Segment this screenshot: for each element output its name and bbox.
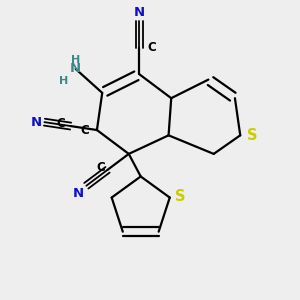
Text: N: N <box>134 5 145 19</box>
Text: S: S <box>175 189 185 204</box>
Text: N: N <box>73 187 84 200</box>
Text: C: C <box>80 124 89 136</box>
Text: N: N <box>31 116 42 129</box>
Text: H: H <box>71 55 80 65</box>
Text: C: C <box>57 117 65 130</box>
Text: N: N <box>70 62 81 76</box>
Text: S: S <box>247 128 257 143</box>
Text: C: C <box>96 161 105 174</box>
Text: H: H <box>59 76 68 85</box>
Text: C: C <box>147 41 156 54</box>
